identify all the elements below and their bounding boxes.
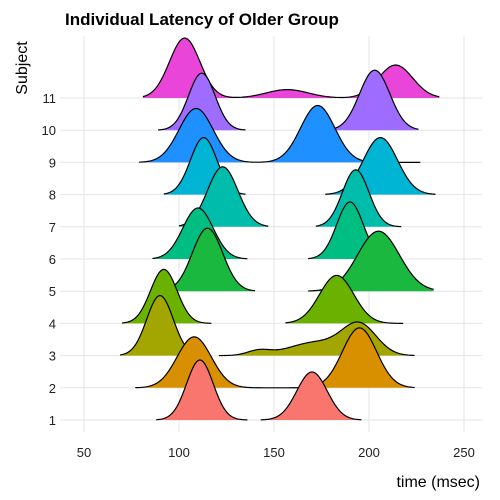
ridge-fill-subject-4-0 — [122, 269, 212, 324]
ridge-fill-subject-10-1 — [334, 70, 419, 131]
ridge-fill-subject-1-0 — [156, 360, 248, 420]
x-tick-label-150: 150 — [263, 445, 285, 460]
x-tick-labels: 50 100 150 200 250 — [77, 445, 475, 460]
ridge-line-subject-7-1 — [315, 169, 402, 228]
y-tick-label-7: 7 — [49, 220, 56, 235]
ridge-line-subject-4-0 — [121, 268, 212, 324]
y-tick-label-1: 1 — [49, 413, 56, 428]
x-axis-title: time (msec) — [396, 474, 480, 491]
x-tick-label-250: 250 — [453, 445, 475, 460]
ridge-line-subject-11-0 — [142, 37, 440, 99]
y-tick-label-10: 10 — [42, 123, 56, 138]
ridge-fill-subject-5-1 — [308, 231, 434, 292]
ridges — [120, 37, 440, 421]
y-axis-title: Subject — [14, 41, 31, 95]
y-tick-label-8: 8 — [49, 188, 56, 203]
ridge-line-subject-5-0 — [161, 227, 256, 292]
ridge-line-subject-3-1 — [218, 321, 415, 357]
ridge-line-subject-2-0 — [135, 327, 415, 389]
y-tick-label-6: 6 — [49, 252, 56, 267]
ridge-line-subject-6-0 — [152, 207, 248, 260]
ridge-line-subject-1-0 — [156, 359, 248, 421]
y-tick-label-3: 3 — [49, 349, 56, 364]
x-tick-label-50: 50 — [77, 445, 91, 460]
y-tick-label-2: 2 — [49, 381, 56, 396]
ridge-fill-subject-6-1 — [308, 202, 396, 259]
x-tick-label-100: 100 — [168, 445, 190, 460]
y-tick-label-5: 5 — [49, 284, 56, 299]
y-tick-labels: 1 2 3 4 5 6 7 8 9 10 11 — [42, 91, 56, 428]
ridge-fill-subject-11-0 — [142, 38, 440, 98]
ridge-fill-subject-5-0 — [161, 228, 255, 292]
y-tick-label-9: 9 — [49, 155, 56, 170]
ridge-fill-subject-6-0 — [152, 208, 248, 259]
ridge-line-subject-10-1 — [334, 69, 419, 130]
ridge-fill-subject-1-1 — [260, 372, 362, 420]
ridge-fill-subject-3-0 — [120, 295, 206, 356]
y-tick-label-11: 11 — [43, 91, 57, 106]
ridge-fill-subject-3-1 — [218, 321, 415, 356]
x-tick-label-200: 200 — [358, 445, 380, 460]
ridge-fill-subject-7-1 — [315, 169, 402, 227]
ridge-line-subject-1-1 — [260, 371, 362, 421]
ridge-line-subject-10-0 — [158, 72, 246, 131]
ridge-line-subject-4-1 — [285, 274, 404, 324]
chart-title: Individual Latency of Older Group — [65, 10, 339, 29]
ridge-fill-subject-4-1 — [285, 275, 404, 324]
y-tick-label-4: 4 — [49, 316, 56, 331]
